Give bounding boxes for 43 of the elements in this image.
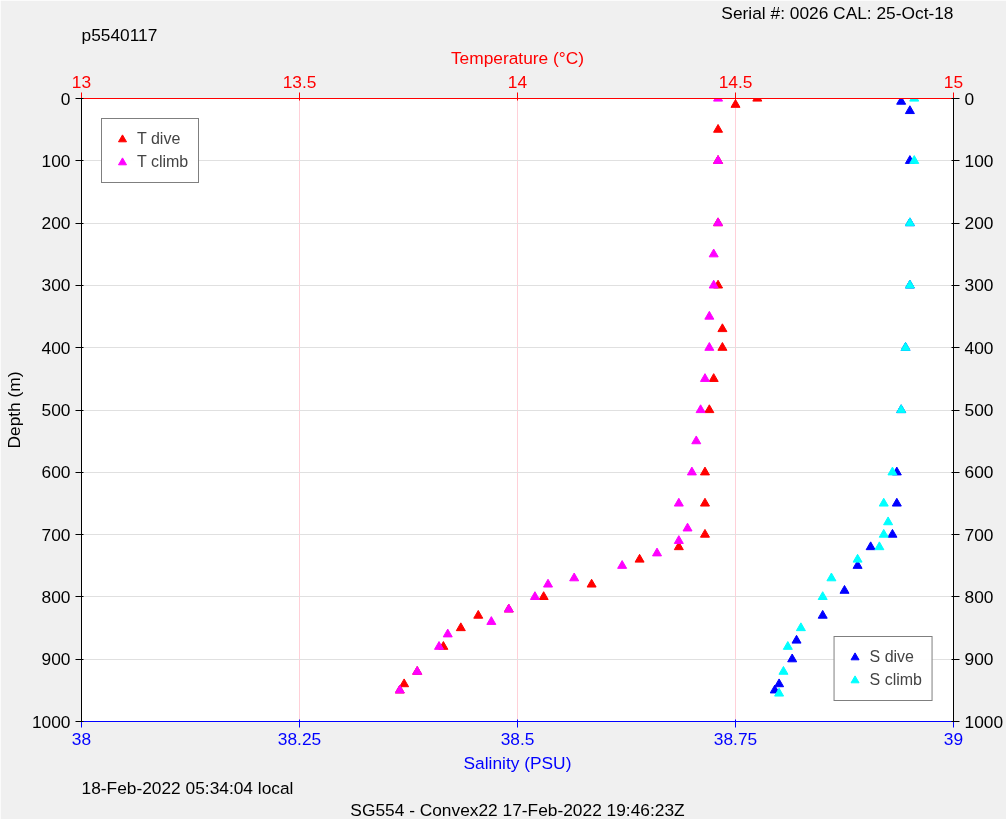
y-tick-label: 0 <box>60 88 71 109</box>
text: 18-Feb-2022 05:34:04 local <box>81 777 294 798</box>
x-tick-label: 38.5 <box>500 728 535 749</box>
y2-tick-label: 600 <box>964 462 994 483</box>
y2-tick-label: 900 <box>964 649 994 670</box>
text: Serial #: 0026 CAL: 25-Oct-18 <box>721 2 954 23</box>
x2-axis-title: Temperature (°C) <box>450 47 585 68</box>
legend-label: S climb <box>869 671 922 689</box>
x2-tick-label: 13 <box>71 71 92 92</box>
y2-tick-label: 700 <box>964 524 994 545</box>
x2-tick-label: 14.5 <box>718 71 753 92</box>
y2-tick-label: 400 <box>964 337 994 358</box>
y-tick-label: 700 <box>41 524 71 545</box>
y2-tick-label: 800 <box>964 586 994 607</box>
y-tick-label: 100 <box>41 150 71 171</box>
y-tick-label: 200 <box>41 213 71 234</box>
y-tick-label: 800 <box>41 586 71 607</box>
x2-tick-label: 15 <box>943 71 964 92</box>
y-tick-label: 300 <box>41 275 71 296</box>
y-tick-label: 900 <box>41 649 71 670</box>
x2-tick-label: 14 <box>507 71 528 92</box>
y2-tick-label: 1000 <box>964 711 1004 732</box>
y2-tick-label: 200 <box>964 213 994 234</box>
y2-tick-label: 100 <box>964 150 994 171</box>
y-tick-label: 500 <box>41 400 71 420</box>
text: p5540117 <box>81 24 158 45</box>
x2-tick-label: 13.5 <box>282 71 317 92</box>
y-tick-label: 1000 <box>31 711 71 732</box>
legend-label: T climb <box>137 153 189 171</box>
y-tick-label: 400 <box>41 337 71 358</box>
text: SG554 - Convex22 17-Feb-2022 19:46:23Z <box>350 799 686 819</box>
x-tick-label: 39 <box>943 728 964 749</box>
legend-label: S dive <box>869 648 915 666</box>
y2-tick-label: 300 <box>964 275 994 296</box>
x-tick-label: 38.25 <box>277 728 322 749</box>
legend-label: T dive <box>137 130 181 148</box>
x-axis-title: Salinity (PSU) <box>463 752 572 773</box>
x-tick-label: 38 <box>71 728 92 749</box>
y-tick-label: 600 <box>41 462 71 483</box>
y2-tick-label: 0 <box>964 88 975 109</box>
y2-tick-label: 500 <box>964 400 994 420</box>
y-axis-title: Depth (m) <box>3 371 24 449</box>
x-tick-label: 38.75 <box>713 728 758 749</box>
